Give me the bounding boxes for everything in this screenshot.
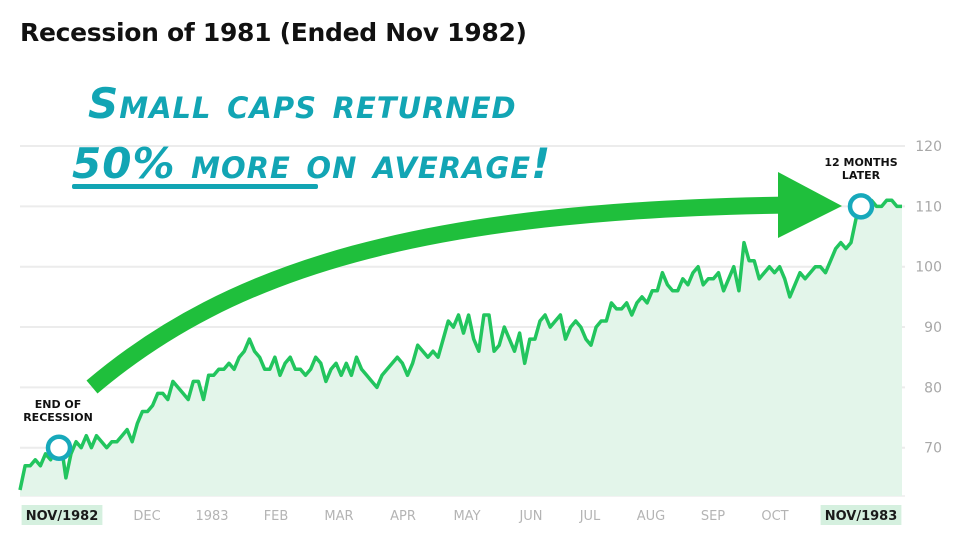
x-tick-label-oct: OCT	[761, 509, 788, 524]
x-tick-label-aug: AUG	[637, 509, 665, 524]
x-tick-label-mar: MAR	[324, 509, 353, 524]
y-tick-label-110: 110	[915, 199, 942, 215]
chart-title: Recession of 1981 (Ended Nov 1982)	[20, 18, 527, 47]
start-annotation-line1: END OF	[35, 398, 82, 411]
y-tick-label-100: 100	[915, 260, 942, 276]
x-tick-highlight-nov-1983	[820, 505, 902, 525]
y-tick-label-70: 70	[924, 441, 942, 457]
headline-line1: Small caps returned	[88, 79, 517, 128]
start-annotation-line2: RECESSION	[23, 411, 93, 424]
x-tick-label-nov-1983: NOV/1983	[825, 509, 898, 524]
y-tick-label-80: 80	[924, 380, 942, 396]
x-tick-label-jun: JUN	[518, 509, 542, 524]
headline-underline	[72, 184, 318, 189]
headline-emphasis: 50% more	[72, 139, 291, 188]
y-tick-label-120: 120	[915, 139, 942, 155]
end-annotation-line1: 12 MONTHS	[824, 156, 897, 169]
x-tick-highlight-nov-1982	[21, 505, 103, 525]
marker-end-of-recession	[45, 434, 73, 461]
x-tick-label-1983: 1983	[195, 509, 228, 524]
trend-arrow	[86, 196, 791, 394]
y-axis-labels: 70 80 90 100 110 120	[915, 139, 942, 457]
marker-layer	[45, 193, 875, 461]
x-axis-labels: NOV/1982 DEC 1983 FEB MAR APR MAY JUN JUL AUG SEP O…	[21, 505, 902, 525]
headline-rest: on average!	[291, 139, 551, 188]
x-tick-label-may: MAY	[453, 509, 480, 524]
x-tick-label-jul: JUL	[579, 509, 601, 524]
trend-arrow-head	[778, 172, 842, 238]
x-tick-label-feb: FEB	[264, 509, 289, 524]
marker-12-months-later	[847, 193, 875, 220]
x-tick-label-nov-1982: NOV/1982	[26, 509, 99, 524]
x-tick-label-sep: SEP	[701, 509, 725, 524]
x-tick-label-dec: DEC	[133, 509, 160, 524]
series-line	[18, 198, 902, 491]
x-tick-label-apr: APR	[390, 509, 416, 524]
series-area-fill	[20, 200, 902, 497]
y-tick-label-90: 90	[924, 320, 942, 336]
headline-line2: 50% more on average!	[72, 139, 551, 188]
end-annotation-line2: LATER	[842, 169, 881, 182]
